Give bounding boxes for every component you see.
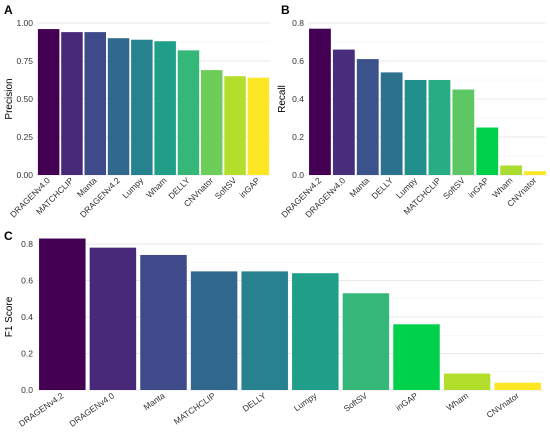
- bar-dragenv4.2: [39, 238, 86, 390]
- bar-softsv: [452, 89, 475, 175]
- bar-delly: [241, 271, 288, 390]
- bar-wham: [443, 373, 491, 390]
- bar-matchclip: [190, 271, 238, 390]
- bar-softsv: [342, 293, 390, 390]
- bar-dragenv4.0: [89, 247, 137, 390]
- bar-lumpy: [131, 39, 153, 175]
- bar-ingap: [247, 77, 270, 175]
- y-axis-title: Precision: [4, 78, 15, 119]
- bar-matchclip: [61, 32, 83, 176]
- y-tick-label: 1.00: [16, 18, 33, 28]
- bar-manta: [356, 59, 379, 175]
- y-tick-label: 0.6: [21, 276, 33, 286]
- bar-softsv: [224, 76, 246, 175]
- bar-wham: [500, 165, 523, 175]
- y-tick-label: 0.2: [21, 349, 33, 359]
- x-tick-label: MATCHCLIP: [172, 390, 218, 426]
- y-tick-label: 0.8: [21, 239, 33, 249]
- y-tick-label: 0.8: [292, 18, 304, 28]
- y-axis-title: F1 Score: [4, 296, 15, 337]
- panel-label: C: [4, 229, 13, 243]
- bar-ingap: [476, 127, 499, 175]
- bar-lumpy: [404, 80, 427, 175]
- x-tick-label: Manta: [142, 390, 167, 412]
- panel-label: A: [4, 3, 13, 17]
- bar-dragenv4.0: [37, 29, 60, 175]
- bar-wham: [154, 41, 176, 175]
- y-tick-label: 0.4: [292, 94, 304, 104]
- x-tick-label: Wham: [444, 390, 470, 412]
- bar-ingap: [393, 324, 440, 390]
- y-tick-label: 0.6: [292, 56, 304, 66]
- bar-lumpy: [292, 273, 339, 390]
- x-tick-label: CNVnator: [485, 390, 521, 420]
- bar-cnvnator: [201, 70, 223, 175]
- x-tick-label: Wham: [144, 175, 168, 199]
- bar-delly: [380, 72, 403, 175]
- bar-matchclip: [428, 80, 451, 175]
- x-tick-label: inGAP: [466, 175, 491, 200]
- y-axis-title: Recall: [277, 85, 288, 113]
- panel-label: B: [281, 3, 290, 17]
- y-tick-label: 0.0: [21, 385, 33, 395]
- x-tick-label: Lumpy: [292, 390, 319, 413]
- y-tick-label: 0.25: [16, 132, 33, 142]
- bar-dragenv4.2: [309, 28, 331, 176]
- x-tick-label: Manta: [347, 175, 371, 199]
- x-tick-label: DRAGENv4.0: [67, 390, 116, 428]
- bar-dragenv4.2: [107, 38, 130, 176]
- panel-a: A0.000.250.500.751.00PrecisionDRAGENv4.0…: [4, 3, 270, 219]
- bar-cnvnator: [494, 382, 541, 390]
- x-tick-label: inGAP: [394, 390, 420, 412]
- x-tick-label: DELLY: [369, 175, 395, 201]
- bar-delly: [177, 50, 200, 175]
- y-tick-label: 0.4: [21, 312, 33, 322]
- y-tick-label: 0.75: [16, 56, 33, 66]
- y-tick-label: 0.0: [292, 170, 304, 180]
- panel-c: C 0.0 0.2 0.4 0.6 0.8 F1 Score DRAGENv4.2 DRAGEN…: [4, 229, 543, 429]
- x-tick-label: SoftSV: [441, 175, 467, 201]
- x-tick-label: SoftSV: [342, 390, 370, 414]
- bar-manta: [84, 32, 106, 176]
- bar-cnvnator: [524, 171, 546, 175]
- bar-dragenv4.0: [332, 49, 355, 175]
- x-tick-label: inGAP: [237, 175, 262, 200]
- x-tick-label: SoftSV: [213, 175, 239, 201]
- panel-b: B0.00.20.40.60.8RecallDRAGENv4.2DRAGENv4…: [277, 3, 547, 219]
- y-tick-label: 0.2: [292, 132, 304, 142]
- y-tick-label: 0.00: [16, 170, 33, 180]
- x-tick-label: DELLY: [241, 390, 269, 413]
- x-tick-label: DRAGENv4.2: [17, 390, 66, 428]
- y-tick-label: 0.50: [16, 94, 33, 104]
- x-tick-label: Lumpy: [120, 175, 146, 201]
- bar-manta: [140, 254, 187, 390]
